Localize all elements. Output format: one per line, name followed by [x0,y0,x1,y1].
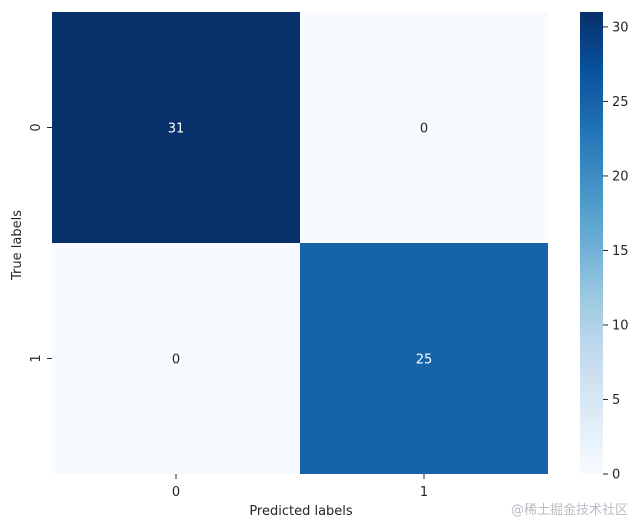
heatmap-cell-labels: 31 0 0 25 [168,122,433,368]
colorbar-gradient [580,12,603,474]
heatmap-cell-0-0 [52,12,300,243]
cell-value-label-1-0: 0 [172,353,180,368]
colorbar-tick-label-0: 0 [612,468,620,483]
y-tick-label-1: 1 [29,354,44,362]
colorbar-tick-label-10: 10 [612,318,629,333]
y-axis-label: True labels [10,210,25,281]
y-axis: 01 [29,123,52,363]
x-tick-label-0: 0 [172,485,180,500]
x-tick-label-1: 1 [420,485,428,500]
watermark: @稀土掘金技术社区 [510,503,628,518]
colorbar-tick-label-5: 5 [612,393,620,408]
colorbar-tick-label-20: 20 [612,169,629,184]
heatmap-cell-1-0 [52,243,300,474]
colorbar-tick-label-25: 25 [612,95,629,110]
heatmap-cells [52,12,548,474]
cell-value-label-0-0: 31 [168,122,185,137]
colorbar-tick-label-30: 30 [612,20,629,35]
y-tick-label-0: 0 [29,123,44,131]
heatmap-cell-0-1 [300,12,548,243]
colorbar: 0 5 10 15 20 25 30 [580,12,629,483]
heatmap-cell-1-1 [300,243,548,474]
cell-value-label-1-1: 25 [416,353,433,368]
colorbar-tick-label-15: 15 [612,244,629,259]
cell-value-label-0-1: 0 [420,122,428,137]
x-axis-label: Predicted labels [249,504,353,519]
